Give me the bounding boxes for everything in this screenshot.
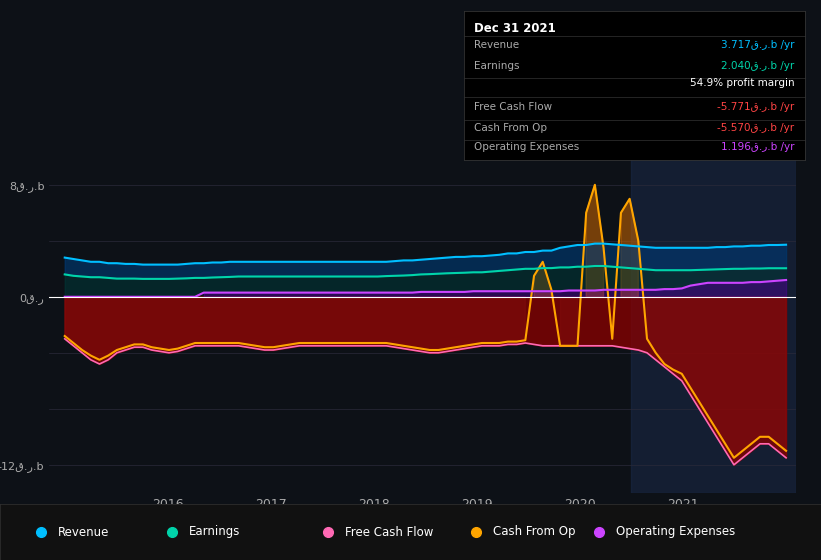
Text: Operating Expenses: Operating Expenses [616, 525, 735, 539]
Text: Earnings: Earnings [189, 525, 241, 539]
Text: 3.717ق.ر.b /yr: 3.717ق.ر.b /yr [721, 40, 795, 50]
Text: Operating Expenses: Operating Expenses [474, 142, 580, 152]
Text: Earnings: Earnings [474, 60, 520, 71]
Text: -5.771ق.ر.b /yr: -5.771ق.ر.b /yr [717, 102, 795, 112]
Text: 54.9% profit margin: 54.9% profit margin [690, 78, 795, 88]
Text: Revenue: Revenue [474, 40, 519, 50]
Text: Free Cash Flow: Free Cash Flow [474, 102, 553, 112]
Text: Cash From Op: Cash From Op [493, 525, 575, 539]
Text: Free Cash Flow: Free Cash Flow [345, 525, 433, 539]
Text: Revenue: Revenue [57, 525, 109, 539]
Text: 2.040ق.ر.b /yr: 2.040ق.ر.b /yr [721, 60, 795, 71]
Text: Cash From Op: Cash From Op [474, 123, 547, 133]
Text: -5.570ق.ر.b /yr: -5.570ق.ر.b /yr [718, 123, 795, 133]
Text: Dec 31 2021: Dec 31 2021 [474, 22, 556, 35]
Text: 1.196ق.ر.b /yr: 1.196ق.ر.b /yr [721, 142, 795, 152]
Bar [631, 157, 796, 493]
